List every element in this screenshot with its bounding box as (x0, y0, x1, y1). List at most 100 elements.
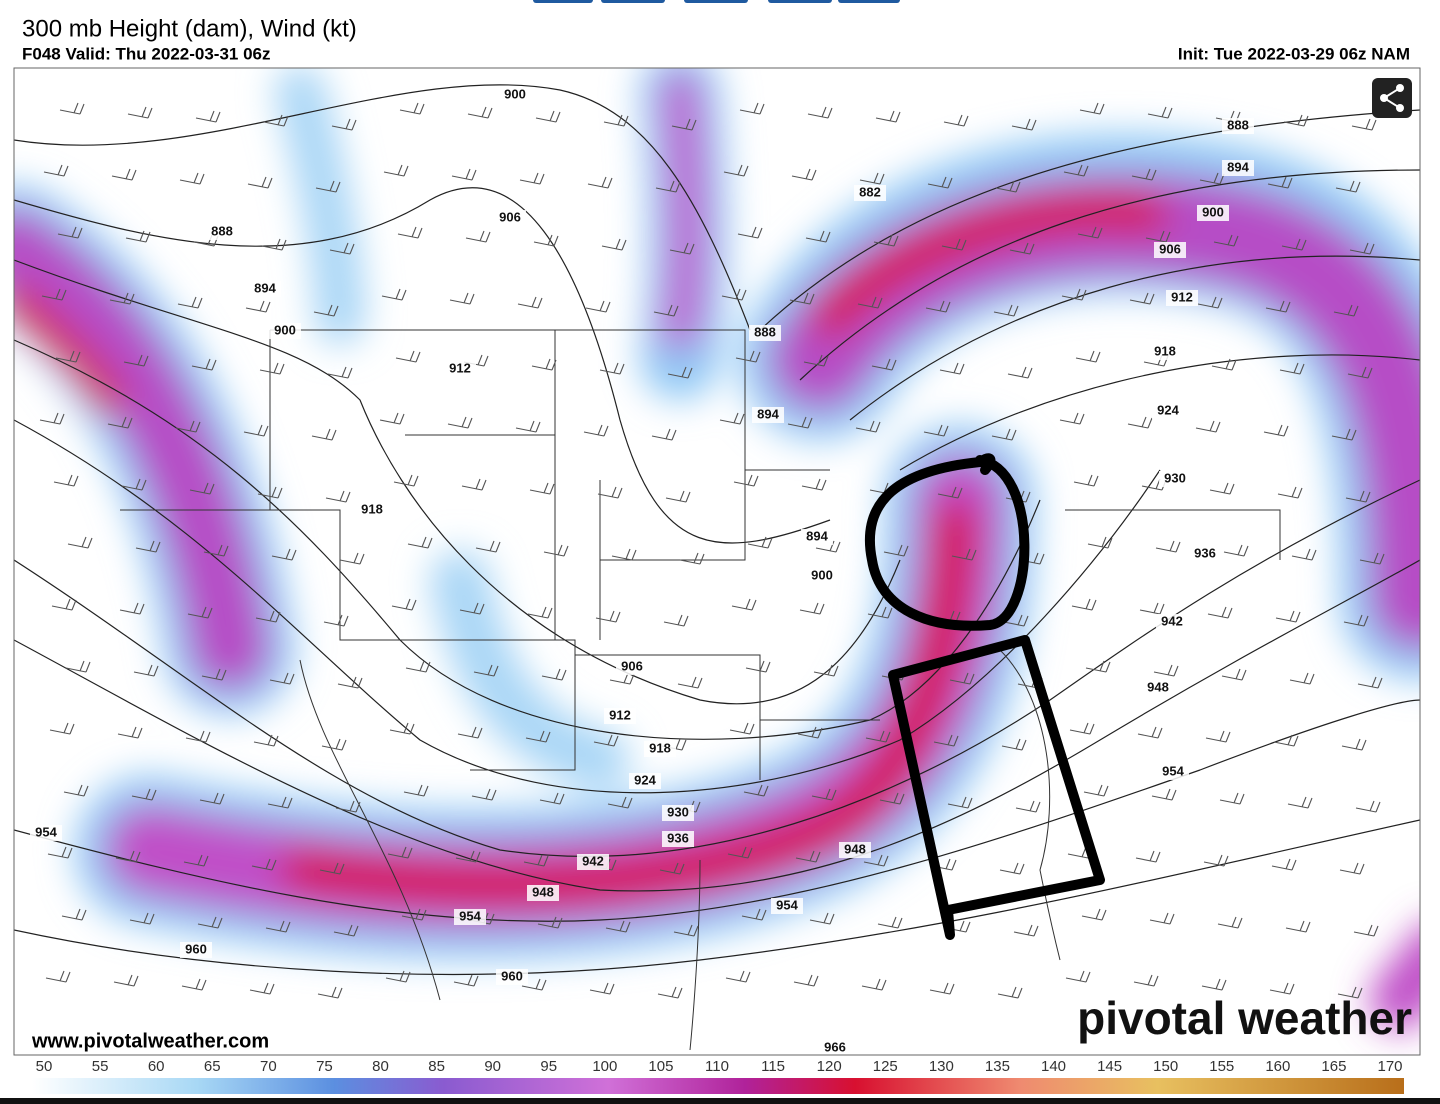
wind-barb (519, 172, 545, 185)
wind-barb (515, 420, 541, 433)
wind-barb (383, 164, 409, 177)
wind-barb (1345, 490, 1371, 503)
wind-barb (517, 296, 543, 309)
wind-barb (603, 114, 629, 127)
wind-barb (321, 738, 347, 751)
wind-barb (391, 598, 417, 611)
wind-barb (1083, 784, 1109, 797)
wind-barb (465, 230, 491, 243)
contour-label-bg (206, 224, 238, 240)
wind-barb (789, 292, 815, 305)
bottom-edge (0, 1098, 1440, 1104)
wind-barb (585, 300, 611, 313)
wind-barb (329, 242, 355, 255)
wind-barb (1351, 118, 1377, 131)
wind-barb (393, 474, 419, 487)
wind-barb (1333, 304, 1359, 317)
wind-barb (867, 606, 893, 619)
contour-label-bg (806, 568, 838, 584)
wind-barb (523, 854, 549, 867)
wind-barb (257, 486, 283, 499)
wind-barb (1147, 106, 1173, 119)
wind-barb (189, 482, 215, 495)
wind-barb (1203, 854, 1229, 867)
wind-barb (653, 304, 679, 317)
contour-label-bg (527, 885, 559, 901)
wind-barb (471, 788, 497, 801)
colorbar-tick-label: 120 (817, 1058, 842, 1075)
wind-barb (1061, 288, 1087, 301)
contour-label: 906 (621, 658, 643, 673)
wind-barb (747, 536, 773, 549)
contour-label: 954 (1162, 763, 1184, 778)
map-frame (13, 67, 1421, 1056)
wind-barb (815, 540, 841, 553)
contour-label-bg (644, 741, 676, 757)
wind-barb (475, 540, 501, 553)
wind-barb (601, 238, 627, 251)
contour-label-bg (577, 854, 609, 870)
wind-barb (1133, 974, 1159, 987)
wind-barb (665, 490, 691, 503)
wind-barb (1277, 486, 1303, 499)
wind-barb (1059, 412, 1085, 425)
wind-barb (877, 916, 903, 929)
colorbar-tick-label: 140 (1041, 1058, 1066, 1075)
wind-barb (111, 168, 137, 181)
contour-label-bg (1222, 160, 1254, 176)
contour-label: 918 (1154, 343, 1176, 358)
wind-barb (199, 792, 225, 805)
wind-barb (117, 726, 143, 739)
wind-barb (315, 180, 341, 193)
colorbar (32, 1078, 1404, 1094)
logo: pivotal weather (1077, 992, 1412, 1044)
wind-barb (177, 296, 203, 309)
wind-barb (797, 726, 823, 739)
wind-barb (943, 114, 969, 127)
contour-label: 900 (811, 567, 833, 582)
wind-barb (599, 362, 625, 375)
wind-barb (593, 734, 619, 747)
wind-barb (119, 602, 145, 615)
wind-barb (531, 358, 557, 371)
wind-barb (249, 982, 275, 995)
wind-barb (129, 912, 155, 925)
wind-barb (727, 846, 753, 859)
contour-label-bg (839, 842, 871, 858)
wind-barb (245, 300, 271, 313)
contour-label: 900 (1202, 204, 1224, 219)
colorbar-tick-label: 170 (1377, 1058, 1402, 1075)
contour-label: 924 (634, 772, 656, 787)
wind-barb (1359, 552, 1385, 565)
wind-barb (525, 730, 551, 743)
wind-barb (311, 428, 337, 441)
height-contours (14, 84, 1420, 976)
wind-barb (325, 490, 351, 503)
wind-barb (467, 106, 493, 119)
wind-barb (1291, 548, 1317, 561)
wind-barb (875, 110, 901, 123)
wind-barb (745, 660, 771, 673)
contour-label-bg (771, 898, 803, 914)
wind-barb (253, 734, 279, 747)
wind-barb (313, 304, 339, 317)
wind-barb (1283, 114, 1309, 127)
share-button[interactable] (1372, 78, 1412, 118)
wind-barb (923, 424, 949, 437)
wind-barb (739, 102, 765, 115)
contour-label: 948 (532, 884, 554, 899)
wind-barb (1135, 850, 1161, 863)
contour-label: 900 (274, 322, 296, 337)
wind-barb (529, 482, 555, 495)
wind-barb (925, 300, 951, 313)
contour-label-bg (1157, 764, 1189, 780)
wind-barb (263, 114, 289, 127)
wind-barb (59, 102, 85, 115)
contour-label-bg (1166, 290, 1198, 306)
contour-label-bg (629, 773, 661, 789)
contour-label-bg (854, 185, 886, 201)
tab-buttons[interactable] (533, 0, 900, 3)
wind-barb (395, 350, 421, 363)
wind-barb (673, 924, 699, 937)
